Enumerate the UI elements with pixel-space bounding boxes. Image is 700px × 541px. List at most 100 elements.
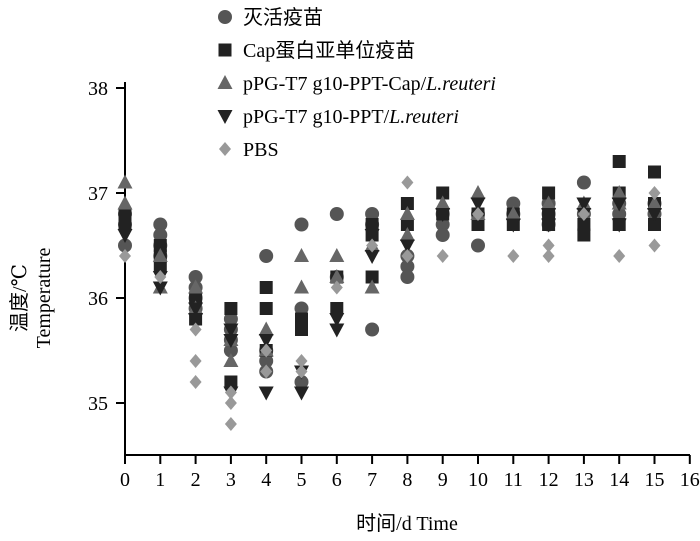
legend-marker: [217, 75, 233, 89]
data-point: [118, 207, 132, 221]
data-point: [294, 375, 309, 389]
x-axis-title: 时间/d Time: [356, 512, 458, 535]
data-point: [223, 343, 238, 358]
data-point: [505, 206, 521, 220]
data-point: [542, 238, 555, 253]
data-point: [365, 218, 379, 231]
data-point: [365, 322, 380, 337]
data-point: [436, 249, 449, 263]
data-point: [188, 313, 204, 327]
data-point: [224, 302, 238, 315]
y-tick-label: 35: [88, 393, 108, 415]
legend-marker: [219, 142, 231, 156]
data-point: [329, 323, 345, 338]
data-point: [153, 217, 168, 232]
data-point: [188, 270, 203, 284]
data-point: [399, 206, 415, 220]
legend-marker: [218, 43, 232, 57]
x-tick-label: 11: [504, 469, 523, 491]
x-ticks: 0 1 2 3 4 5 6 7 8 9 10 11 12 13 14 15 16: [120, 455, 700, 491]
legend: 灭活疫苗 Cap蛋白亚单位疫苗 pPG-T7 g10-PPT-Cap/L.reute…: [217, 6, 496, 161]
x-tick-label: 0: [120, 469, 130, 491]
data-point: [294, 386, 309, 401]
data-point: [542, 186, 556, 200]
data-point: [223, 312, 238, 326]
data-point: [648, 165, 661, 179]
data-point: [329, 313, 345, 327]
data-point: [295, 364, 308, 379]
data-point: [330, 280, 343, 295]
data-point: [329, 269, 345, 283]
data-point: [647, 195, 662, 210]
data-point: [295, 354, 308, 368]
data-point: [541, 218, 557, 233]
x-tick-label: 10: [468, 469, 488, 491]
data-point: [117, 195, 133, 210]
legend-marker: [217, 110, 233, 124]
legend-item-4: pPG-T7 g10-PPT/L.reuteri: [217, 106, 459, 128]
data-point: [223, 334, 239, 348]
legend-item-5: PBS: [219, 139, 279, 161]
data-point: [223, 323, 239, 338]
data-point: [436, 186, 450, 200]
data-point: [260, 343, 273, 358]
legend-item-3: pPG-T7 g10-PPT-Cap/L.reuteri: [217, 73, 496, 95]
data-point: [224, 396, 237, 410]
data-point: [188, 279, 204, 294]
data-point: [435, 195, 451, 210]
data-point: [153, 228, 168, 242]
data-point: [648, 186, 661, 200]
data-point: [613, 249, 626, 263]
data-point: [259, 249, 274, 263]
data-point: [541, 195, 557, 210]
x-tick-label: 5: [297, 469, 307, 491]
data-point: [224, 385, 237, 400]
y-axis-title-line2: Temperature: [33, 247, 55, 348]
data-point: [295, 312, 308, 326]
series-3-points: [117, 174, 662, 367]
data-point: [612, 207, 627, 221]
x-tick-label: 14: [609, 469, 629, 491]
data-point: [259, 281, 273, 294]
x-tick-label: 12: [539, 469, 559, 491]
x-tick-label: 4: [261, 469, 271, 491]
data-point: [224, 375, 238, 389]
x-tick-label: 2: [191, 469, 201, 491]
data-point: [259, 302, 273, 315]
data-point: [260, 364, 273, 379]
data-point: [401, 175, 414, 190]
data-point: [507, 249, 520, 263]
data-point: [577, 228, 591, 242]
data-point: [117, 174, 133, 189]
legend-label: 灭活疫苗: [243, 6, 323, 29]
y-tick-label: 36: [88, 288, 108, 310]
data-point: [365, 270, 379, 284]
x-tick-label: 16: [680, 469, 700, 491]
data-point: [542, 249, 555, 263]
data-point: [330, 302, 344, 315]
legend-label: pPG-T7 g10-PPT-Cap/L.reuteri: [243, 73, 496, 95]
legend-marker: [218, 10, 232, 24]
data-point: [152, 281, 168, 296]
y-tick-label: 37: [88, 183, 108, 205]
data-point: [223, 353, 239, 367]
data-point: [435, 217, 450, 232]
data-point: [188, 302, 204, 317]
data-point: [399, 239, 415, 254]
data-point: [119, 249, 131, 263]
data-point: [611, 197, 627, 212]
data-point: [329, 207, 344, 221]
data-point: [329, 248, 345, 262]
data-point: [152, 248, 168, 262]
data-point: [258, 386, 274, 401]
data-point: [118, 218, 132, 231]
data-point: [505, 218, 521, 233]
data-point: [399, 227, 415, 241]
data-point: [294, 301, 309, 316]
data-point: [118, 238, 132, 253]
legend-label: pPG-T7 g10-PPT/L.reuteri: [243, 106, 459, 128]
data-point: [576, 175, 591, 190]
data-point: [154, 270, 167, 284]
data-point: [295, 323, 308, 336]
data-point: [189, 322, 202, 337]
